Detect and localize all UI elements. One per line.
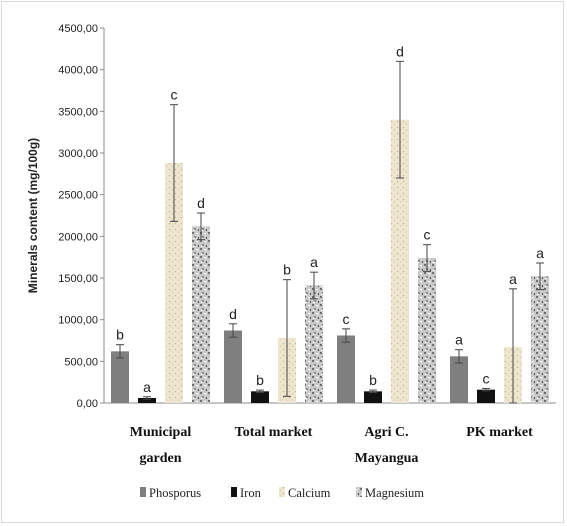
significance-letter: a bbox=[455, 332, 463, 348]
x-category-label: garden bbox=[140, 451, 182, 466]
y-tick-label: 4500,00 bbox=[58, 23, 98, 35]
significance-letter: c bbox=[424, 227, 431, 243]
legend-label: Calcium bbox=[288, 486, 331, 500]
y-tick-label: 500,00 bbox=[64, 356, 98, 368]
legend-label: Iron bbox=[240, 486, 262, 500]
bar bbox=[418, 258, 436, 403]
significance-letter: a bbox=[310, 254, 318, 270]
legend-swatch bbox=[231, 487, 237, 497]
bar bbox=[251, 391, 269, 403]
x-category-label: PK market bbox=[466, 425, 533, 440]
significance-letter: b bbox=[256, 372, 264, 388]
x-category-label: Agri C. bbox=[364, 425, 408, 440]
legend-label: Phosporus bbox=[149, 486, 201, 500]
y-tick-label: 3500,00 bbox=[58, 106, 98, 118]
bar bbox=[450, 356, 468, 403]
bar bbox=[165, 163, 183, 403]
legend-swatch bbox=[140, 487, 146, 497]
y-tick-label: 2500,00 bbox=[58, 190, 98, 202]
bar bbox=[224, 330, 242, 403]
bar bbox=[305, 285, 323, 403]
y-tick-label: 1500,00 bbox=[58, 273, 98, 285]
x-category-label: Total market bbox=[235, 425, 313, 440]
significance-letter: d bbox=[197, 195, 205, 211]
y-tick-label: 0,00 bbox=[77, 398, 98, 410]
legend-swatch bbox=[356, 487, 362, 497]
legend-swatch bbox=[279, 487, 285, 497]
legend-label: Magnesium bbox=[365, 486, 424, 500]
y-tick-label: 2000,00 bbox=[58, 231, 98, 243]
significance-letter: a bbox=[509, 271, 517, 287]
y-tick-label: 4000,00 bbox=[58, 65, 98, 77]
bar bbox=[391, 119, 409, 404]
bar bbox=[364, 391, 382, 403]
y-axis-title: Minerals content (mg/100g) bbox=[26, 138, 40, 293]
significance-letter: c bbox=[483, 370, 490, 386]
y-tick-label: 1000,00 bbox=[58, 315, 98, 327]
bar bbox=[337, 335, 355, 403]
significance-letter: b bbox=[369, 372, 377, 388]
significance-letter: b bbox=[116, 327, 124, 343]
x-category-label: Mayangua bbox=[355, 451, 419, 466]
bar bbox=[111, 351, 129, 403]
bar bbox=[138, 398, 156, 403]
bar bbox=[531, 276, 549, 403]
significance-letter: d bbox=[229, 306, 237, 322]
significance-letter: a bbox=[143, 379, 151, 395]
y-tick-label: 3000,00 bbox=[58, 148, 98, 160]
significance-letter: a bbox=[536, 245, 544, 261]
significance-letter: c bbox=[343, 311, 350, 327]
significance-letter: c bbox=[171, 87, 178, 103]
x-category-label: Municipal bbox=[130, 425, 192, 440]
significance-letter: d bbox=[396, 43, 404, 59]
bar bbox=[192, 226, 210, 403]
bar bbox=[477, 389, 495, 403]
significance-letter: b bbox=[283, 262, 291, 278]
